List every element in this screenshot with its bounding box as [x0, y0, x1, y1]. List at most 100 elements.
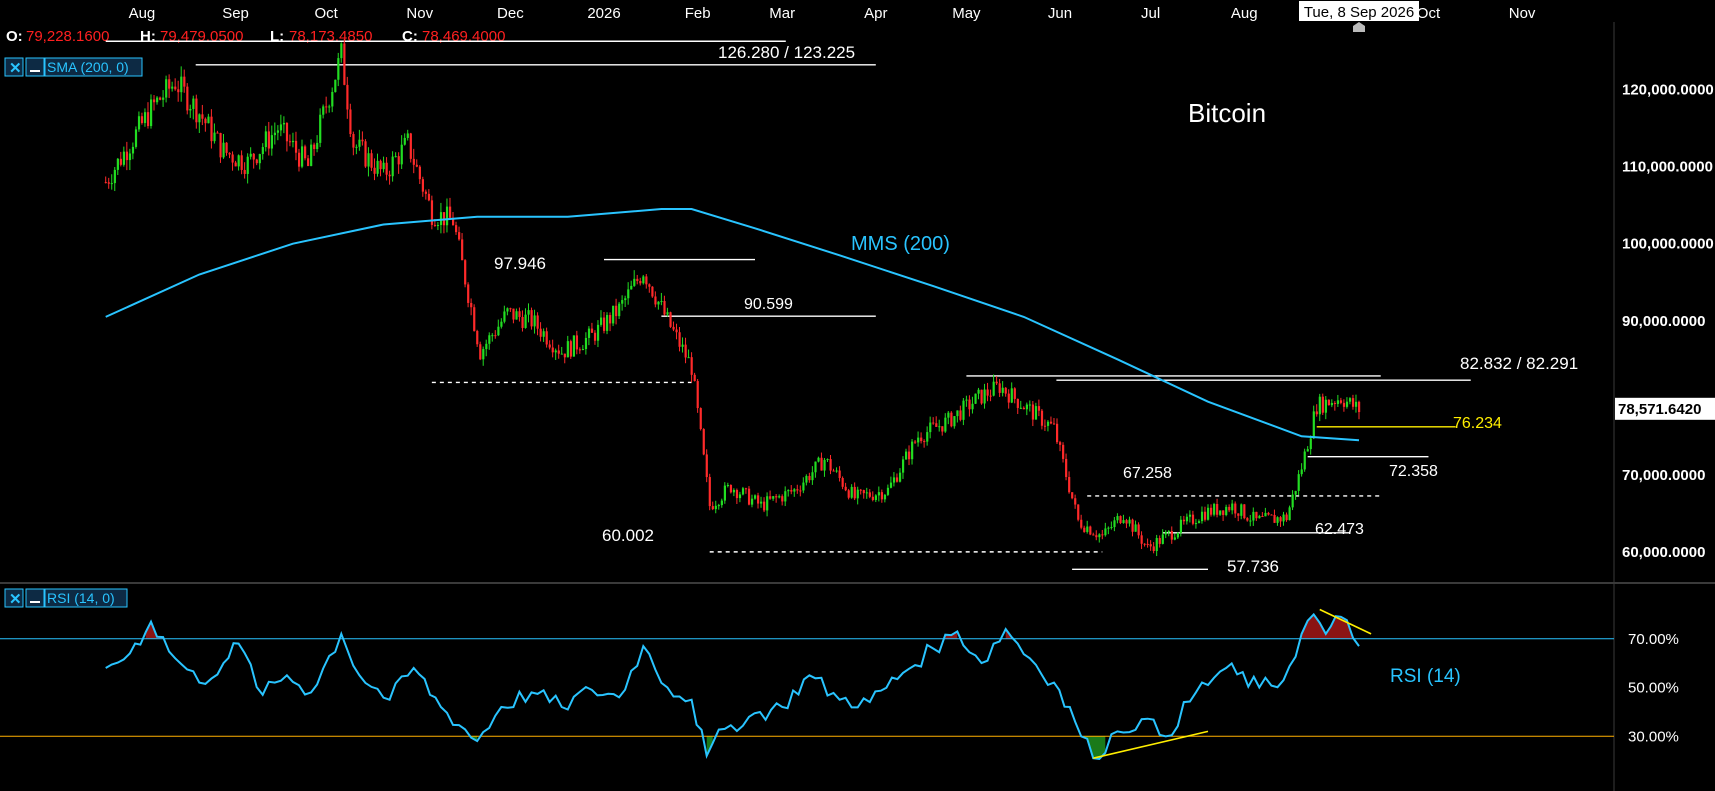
candle-body	[738, 494, 742, 499]
sma-badge-box[interactable]	[44, 57, 143, 77]
candle-body	[923, 441, 926, 443]
candle-body	[862, 490, 865, 494]
candle-body	[633, 278, 636, 286]
candle-body	[131, 146, 135, 154]
candle-body	[609, 315, 612, 324]
candle-body	[781, 496, 784, 502]
x-axis-label: Oct	[1417, 5, 1441, 22]
candle-body	[1306, 449, 1309, 452]
candle-body	[590, 328, 594, 333]
candle-body	[524, 314, 527, 328]
candle-body	[527, 310, 530, 315]
candle-body	[159, 97, 162, 100]
candle-body	[1170, 531, 1173, 540]
candle-body	[1179, 519, 1183, 533]
candle-body	[228, 152, 231, 155]
candle-body	[1098, 534, 1101, 538]
rsi-badge-box[interactable]	[44, 588, 128, 608]
candle-body	[1336, 400, 1340, 404]
candle-body	[889, 482, 893, 488]
candle-body	[319, 114, 322, 143]
candle-body	[581, 349, 585, 351]
rsi-overbought-fill	[1301, 614, 1353, 639]
candle-body	[150, 99, 153, 127]
candle-body	[642, 276, 645, 284]
candle-body	[983, 389, 986, 404]
close-icon[interactable]: ✕	[9, 591, 22, 608]
candle-body	[340, 43, 343, 59]
candle-body	[908, 451, 911, 460]
candle-body	[291, 140, 295, 143]
x-axis-label: Oct	[314, 5, 338, 22]
x-axis-label: Jun	[1048, 5, 1072, 22]
candle-body	[950, 412, 953, 427]
candle-body	[240, 155, 243, 170]
candle-body	[373, 167, 376, 174]
candle-body	[1149, 544, 1152, 547]
candle-body	[364, 141, 367, 167]
candle-body	[1040, 410, 1044, 426]
price-level-label: 126.280 / 123.225	[718, 43, 855, 62]
candle-body	[216, 132, 219, 134]
ohlc-close-label: C:	[402, 28, 418, 45]
candle-body	[255, 159, 258, 164]
candle-body	[482, 349, 485, 360]
candle-body	[1086, 526, 1089, 532]
candle-body	[201, 114, 204, 119]
candle-body	[539, 328, 542, 337]
candle-body	[376, 160, 379, 174]
rsi-close-button[interactable]	[4, 588, 24, 608]
candle-body	[769, 496, 772, 499]
close-icon[interactable]: ✕	[9, 60, 22, 77]
candle-body	[1358, 401, 1361, 413]
candle-body	[892, 477, 896, 483]
candle-body	[533, 315, 536, 327]
candle-body	[1200, 511, 1204, 522]
candle-body	[1077, 504, 1080, 520]
x-axis-label: Nov	[1509, 5, 1536, 22]
candle-body	[180, 76, 183, 93]
sma-minimize-button[interactable]	[25, 57, 45, 77]
candle-body	[397, 156, 400, 165]
candle-body	[606, 315, 609, 331]
candle-body	[125, 151, 129, 161]
candle-body	[113, 169, 116, 184]
candle-body	[612, 305, 615, 324]
candle-body	[992, 381, 995, 396]
candle-body	[119, 158, 122, 165]
candle-body	[1010, 388, 1013, 403]
candle-body	[518, 311, 521, 317]
candle-body	[775, 496, 778, 498]
candle-body	[1104, 528, 1107, 536]
rsi-minimize-button[interactable]	[25, 588, 45, 608]
candle-body	[747, 488, 751, 505]
price-tick-label: 60,000.0000	[1622, 544, 1705, 561]
candle-body	[554, 350, 557, 353]
candle-body	[829, 459, 832, 471]
candle-body	[666, 312, 669, 315]
sma-close-button[interactable]	[4, 57, 24, 77]
candle-body	[669, 312, 672, 327]
rsi-indicator-badge[interactable]: ✕ RSI (14, 0)	[4, 588, 128, 608]
candle-body	[1261, 516, 1264, 518]
candle-body	[515, 311, 518, 320]
candle-body	[648, 284, 651, 287]
price-level-label: 60.002	[602, 526, 654, 545]
rsi-badge-label[interactable]: RSI (14, 0)	[47, 590, 115, 606]
candle-body	[385, 162, 388, 175]
candle-body	[1122, 520, 1125, 523]
candle-body	[639, 280, 642, 284]
sma-badge-label[interactable]: SMA (200, 0)	[47, 59, 129, 75]
sma-indicator-badge[interactable]: ✕ SMA (200, 0)	[4, 57, 143, 77]
candle-body	[246, 156, 249, 174]
candle-body	[1258, 516, 1261, 519]
candle-body	[153, 99, 156, 103]
candle-body	[1004, 387, 1007, 394]
candle-body	[1255, 511, 1258, 519]
price-level-label: 57.736	[1227, 557, 1279, 576]
candle-body	[409, 133, 412, 159]
candle-body	[1222, 510, 1225, 515]
candle-body	[959, 410, 962, 420]
